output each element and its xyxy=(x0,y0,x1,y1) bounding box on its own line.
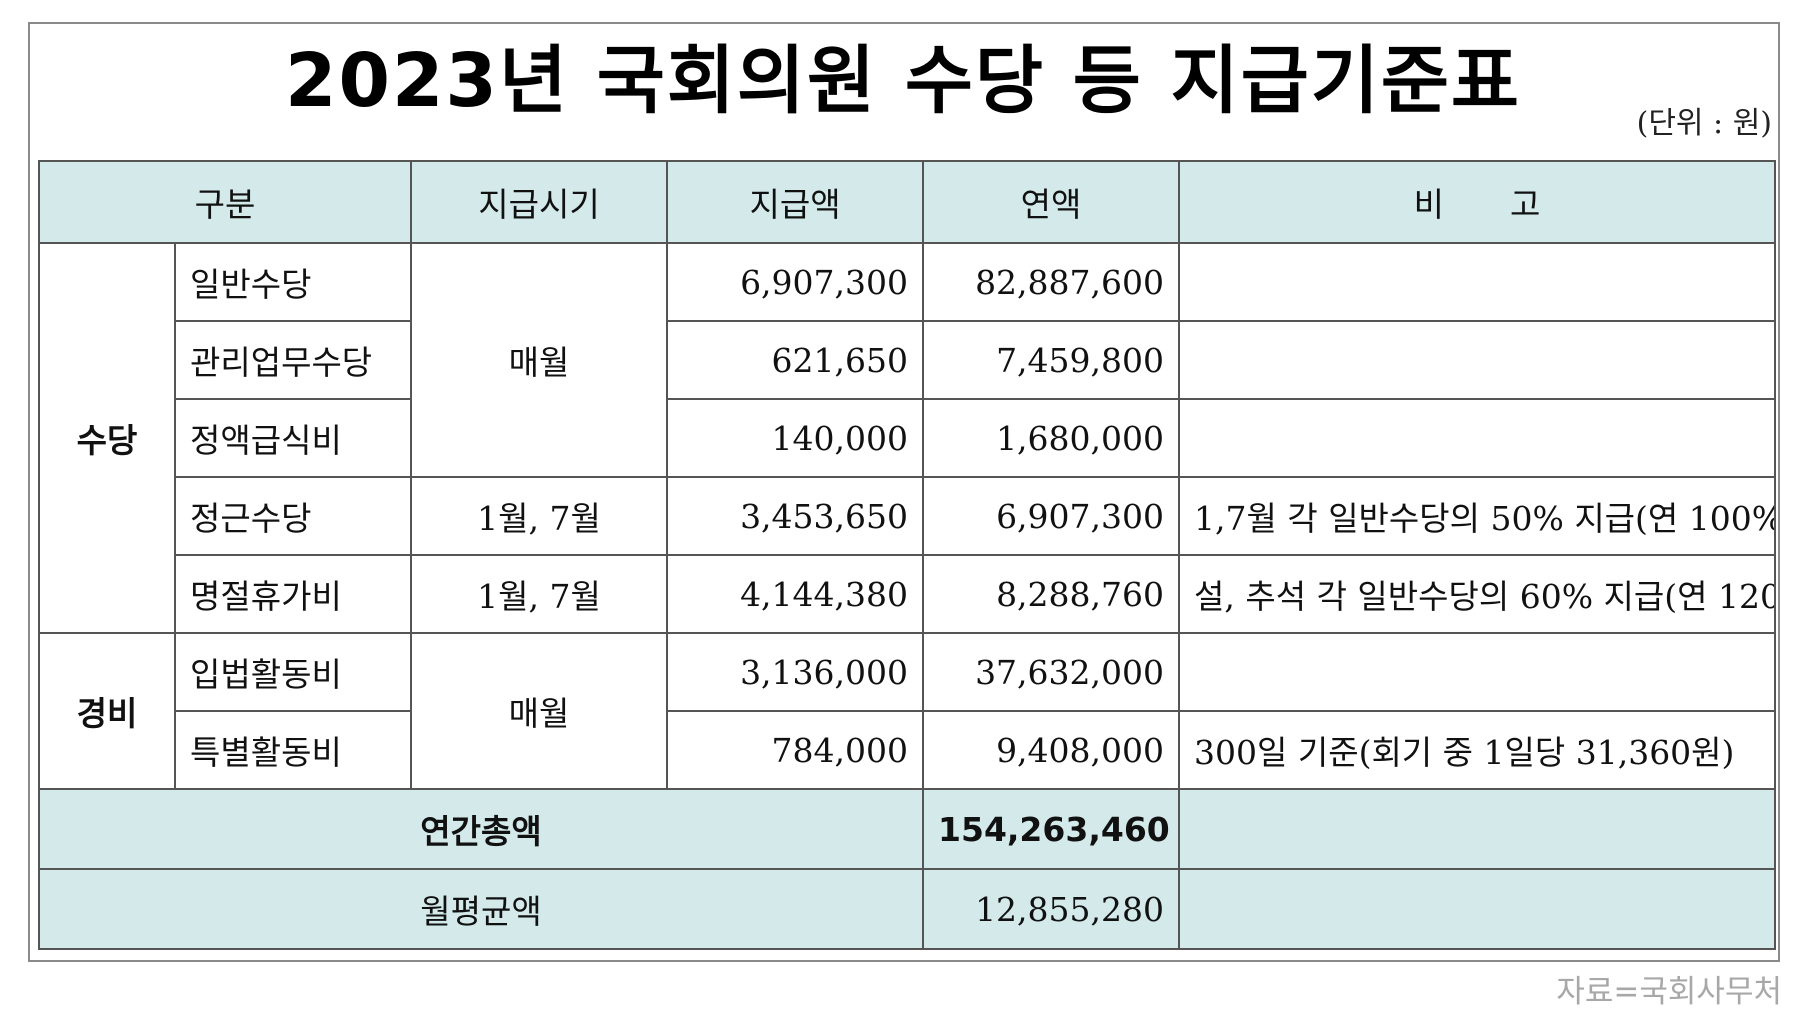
annual-cell: 7,459,800 xyxy=(922,320,1181,400)
header-timing: 지급시기 xyxy=(410,160,669,244)
annual-cell: 9,408,000 xyxy=(922,710,1181,790)
annual-total-label: 연간총액 xyxy=(37,788,925,870)
unit-label: (단위 : 원) xyxy=(1636,106,1772,141)
timing-cell: 매월 xyxy=(410,632,669,790)
monthly-average-row: 월평균액 12,855,280 xyxy=(37,868,1777,950)
annual-cell: 1,680,000 xyxy=(922,398,1181,478)
source-credit: 자료=국회사무처 xyxy=(1556,974,1782,1010)
monthly-average-note xyxy=(1178,868,1777,950)
note-cell xyxy=(1178,632,1777,712)
amount-cell: 4,144,380 xyxy=(666,554,925,634)
note-cell xyxy=(1178,398,1777,478)
note-cell: 300일 기준(회기 중 1일당 31,360원) xyxy=(1178,710,1777,790)
header-amount: 지급액 xyxy=(666,160,925,244)
timing-cell: 매월 xyxy=(410,242,669,478)
group-allowance: 수당 xyxy=(38,242,176,634)
amount-cell: 140,000 xyxy=(666,398,925,478)
annual-cell: 6,907,300 xyxy=(922,476,1181,556)
annual-total-row: 연간총액 154,263,460 xyxy=(37,788,1777,870)
note-cell: 설, 추석 각 일반수당의 60% 지급(연 120%) xyxy=(1178,554,1777,634)
annual-cell: 8,288,760 xyxy=(922,554,1181,634)
table-row: 특별활동비 784,000 9,408,000 300일 기준(회기 중 1일당… xyxy=(39,710,1777,790)
amount-cell: 3,453,650 xyxy=(666,476,925,556)
header-annual: 연액 xyxy=(922,160,1181,244)
item-name: 입법활동비 xyxy=(173,632,413,712)
amount-cell: 621,650 xyxy=(666,320,925,400)
annual-total-value: 154,263,460 xyxy=(922,788,1181,870)
table-header-row: 구분 지급시기 지급액 연액 비 고 xyxy=(37,160,1777,244)
table-row: 명절휴가비 1월, 7월 4,144,380 8,288,760 설, 추석 각… xyxy=(39,554,1777,634)
timing-cell: 1월, 7월 xyxy=(410,476,669,556)
item-name: 특별활동비 xyxy=(173,710,413,790)
table-row: 관리업무수당 621,650 7,459,800 xyxy=(39,320,1777,400)
note-cell xyxy=(1178,320,1777,400)
header-category: 구분 xyxy=(37,160,413,244)
header-note: 비 고 xyxy=(1178,160,1777,244)
note-cell: 1,7월 각 일반수당의 50% 지급(연 100%) xyxy=(1178,476,1777,556)
table-row: 정액급식비 140,000 1,680,000 xyxy=(39,398,1777,478)
group-expense: 경비 xyxy=(38,632,176,790)
note-cell xyxy=(1178,242,1777,322)
amount-cell: 6,907,300 xyxy=(666,242,925,322)
table-row: 경비 입법활동비 매월 3,136,000 37,632,000 xyxy=(38,632,1777,790)
timing-cell: 1월, 7월 xyxy=(410,554,669,634)
item-name: 관리업무수당 xyxy=(173,320,413,400)
allowance-table: 구분 지급시기 지급액 연액 비 고 수당 일반수당 매월 6,907,300 … xyxy=(37,160,1777,950)
monthly-average-value: 12,855,280 xyxy=(922,868,1181,950)
amount-cell: 784,000 xyxy=(666,710,925,790)
item-name: 정액급식비 xyxy=(173,398,413,478)
page-title: 2023년 국회의원 수당 등 지급기준표 xyxy=(284,38,1522,124)
amount-cell: 3,136,000 xyxy=(666,632,925,712)
item-name: 정근수당 xyxy=(173,476,413,556)
monthly-average-label: 월평균액 xyxy=(37,868,925,950)
annual-total-note xyxy=(1178,788,1777,870)
table-row: 정근수당 1월, 7월 3,453,650 6,907,300 1,7월 각 일… xyxy=(39,476,1777,556)
item-name: 명절휴가비 xyxy=(173,554,413,634)
annual-cell: 82,887,600 xyxy=(922,242,1181,322)
table-row: 수당 일반수당 매월 6,907,300 82,887,600 xyxy=(38,242,1777,634)
item-name: 일반수당 xyxy=(173,242,413,322)
annual-cell: 37,632,000 xyxy=(922,632,1181,712)
